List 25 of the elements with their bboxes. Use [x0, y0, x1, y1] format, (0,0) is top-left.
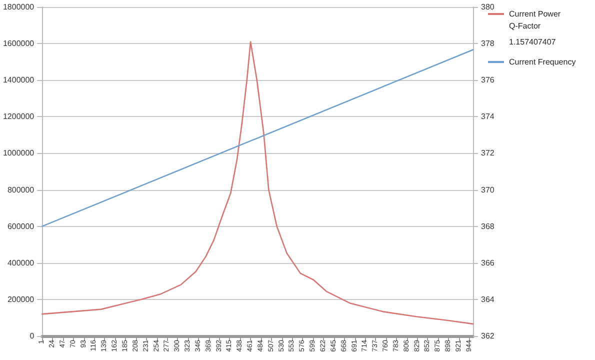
y2-tick-label: 372 [481, 148, 495, 158]
y-tick-label: 0 [30, 332, 35, 340]
y-tick-label: 200000 [7, 294, 35, 304]
y2-tick-label: 364 [481, 294, 495, 304]
y-tick-label: 600000 [7, 222, 35, 231]
y2-tick-label: 376 [481, 76, 495, 85]
line-series [41, 41, 474, 325]
y-tick-label: 1600000 [2, 39, 35, 48]
y2-tick-label: 368 [481, 222, 495, 231]
legend-label: Current Power [509, 10, 561, 18]
y2-tick-label: 370 [481, 185, 495, 194]
text: 1.157407407 [509, 38, 556, 46]
text: Q-Factor [509, 22, 541, 30]
y-tick-label: 800000 [7, 185, 35, 194]
y-tick-label: 400000 [7, 258, 35, 268]
y2-tick-label: 374 [481, 112, 495, 122]
y-tick-label: 1000000 [2, 148, 35, 158]
y-tick-label: 1200000 [2, 112, 35, 122]
y2-tick-label: 380 [481, 2, 495, 12]
y2-tick-label: 362 [481, 332, 495, 340]
y2-tick-label: 366 [481, 258, 495, 268]
y-tick-label: 1400000 [2, 76, 35, 85]
y2-tick-label: 378 [481, 39, 495, 48]
legend-label: Current Frequency [509, 58, 576, 66]
y-tick-label: 1800000 [2, 2, 35, 12]
